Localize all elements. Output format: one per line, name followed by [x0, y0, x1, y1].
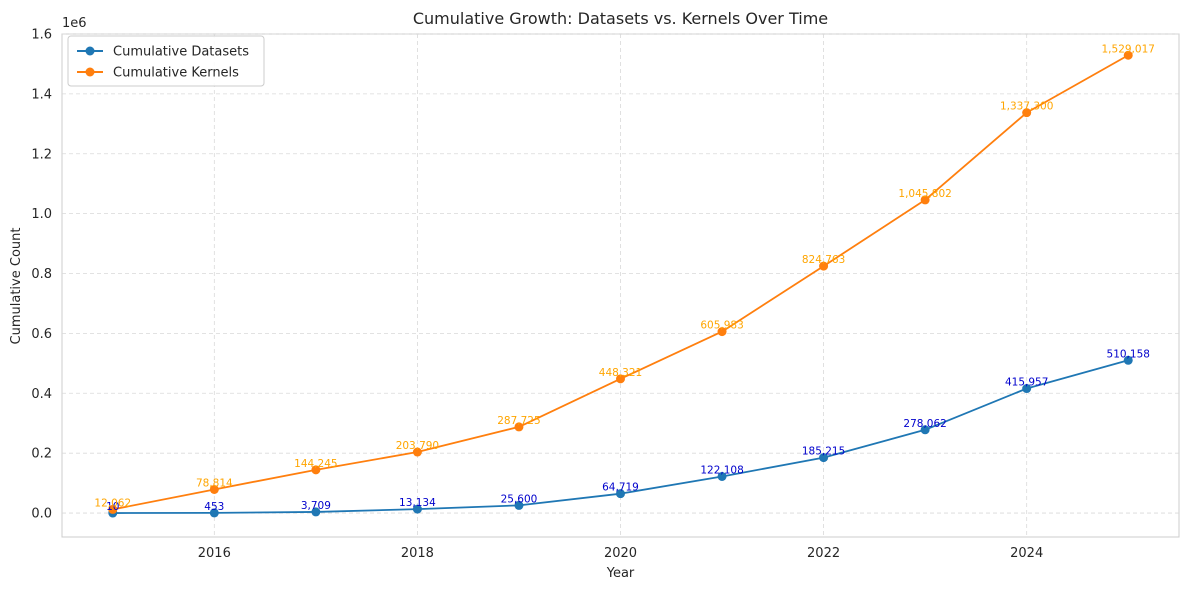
data-label-datasets: 122,108: [700, 464, 743, 476]
y-tick-label: 1.0: [31, 207, 52, 222]
data-label-datasets: 510,158: [1107, 348, 1150, 360]
data-point-datasets: [616, 489, 625, 499]
data-point-kernels: [209, 484, 219, 494]
legend-swatch-kernels-marker: [85, 67, 95, 77]
x-tick-label: 2024: [1010, 546, 1043, 561]
y-axis-ticks: 0.0 0.2 0.4 0.6 0.8 1.0 1.2 1.4 1.6: [31, 28, 52, 522]
data-point-kernels: [920, 195, 930, 205]
y-axis-offset-label: 1e6: [62, 16, 87, 31]
data-labels: 10 453 3,709 13,134 25,600 64,719 122,108 185,2…: [94, 43, 1155, 513]
data-point-kernels: [819, 261, 829, 271]
data-label-datasets: 64,719: [602, 482, 639, 494]
series-group: [108, 50, 1133, 518]
data-label-kernels: 1,337,300: [1000, 101, 1053, 113]
data-point-kernels: [514, 422, 524, 432]
data-point-kernels: [616, 374, 625, 384]
data-point-kernels: [412, 447, 422, 457]
data-label-datasets: 3,709: [301, 500, 331, 512]
y-tick-label: 1.6: [31, 28, 52, 43]
data-label-kernels: 824,763: [802, 254, 845, 266]
y-tick-label: 0.0: [31, 507, 52, 522]
legend-label-datasets: Cumulative Datasets: [113, 45, 249, 60]
x-tick-label: 2018: [401, 546, 434, 561]
data-point-kernels: [1022, 108, 1032, 118]
y-tick-label: 0.6: [31, 327, 52, 342]
x-axis-label: Year: [606, 566, 635, 581]
data-point-datasets: [412, 504, 422, 514]
x-axis-ticks: 2016 2018 2020 2022 2024: [198, 546, 1043, 561]
data-point-datasets: [819, 453, 829, 463]
data-label-kernels: 203,790: [396, 440, 439, 452]
data-point-datasets: [209, 508, 219, 518]
legend-box: [67, 35, 265, 87]
data-label-kernels: 1,529,017: [1102, 43, 1155, 55]
data-label-kernels: 448,321: [599, 367, 642, 379]
legend-swatch-datasets-marker: [85, 46, 95, 56]
data-label-kernels: 78,814: [196, 477, 233, 489]
data-point-datasets: [920, 425, 930, 435]
data-label-datasets: 10: [106, 501, 119, 513]
data-label-kernels: 144,245: [294, 458, 337, 470]
y-axis-label: Cumulative Count: [9, 228, 24, 345]
plot-background: [61, 33, 1180, 538]
data-label-kernels: 287,725: [497, 415, 540, 427]
data-label-datasets: 13,134: [399, 497, 436, 509]
data-label-datasets: 25,600: [501, 493, 538, 505]
data-point-kernels: [717, 327, 727, 337]
y-tick-label: 0.8: [31, 267, 52, 282]
data-point-kernels: [1123, 50, 1133, 60]
chart-title: Cumulative Growth: Datasets vs. Kernels …: [413, 9, 828, 28]
y-tick-label: 1.4: [31, 87, 52, 102]
x-tick-label: 2022: [807, 546, 840, 561]
data-point-kernels: [108, 504, 118, 514]
data-point-kernels: [311, 465, 321, 475]
y-tick-label: 0.2: [31, 447, 52, 462]
data-label-datasets: 185,215: [802, 446, 845, 458]
data-label-kernels: 605,983: [700, 320, 743, 332]
y-tick-label: 1.2: [31, 147, 52, 162]
legend: Cumulative Datasets Cumulative Kernels: [67, 35, 265, 87]
data-label-datasets: 278,062: [903, 418, 946, 430]
data-label-kernels: 12,062: [94, 497, 131, 509]
y-tick-label: 0.4: [31, 387, 52, 402]
x-tick-label: 2020: [604, 546, 637, 561]
plot-area: 10 453 3,709 13,134 25,600 64,719 122,108 185,2…: [61, 33, 1180, 538]
data-point-datasets: [1022, 384, 1032, 394]
data-label-kernels: 1,045,802: [898, 188, 951, 200]
data-point-datasets: [1123, 355, 1133, 365]
data-point-datasets: [717, 471, 727, 481]
legend-label-kernels: Cumulative Kernels: [113, 66, 239, 81]
x-tick-label: 2016: [198, 546, 231, 561]
data-label-datasets: 453: [204, 501, 224, 513]
data-point-datasets: [514, 500, 524, 510]
data-label-datasets: 415,957: [1005, 377, 1048, 389]
data-point-datasets: [311, 507, 321, 517]
